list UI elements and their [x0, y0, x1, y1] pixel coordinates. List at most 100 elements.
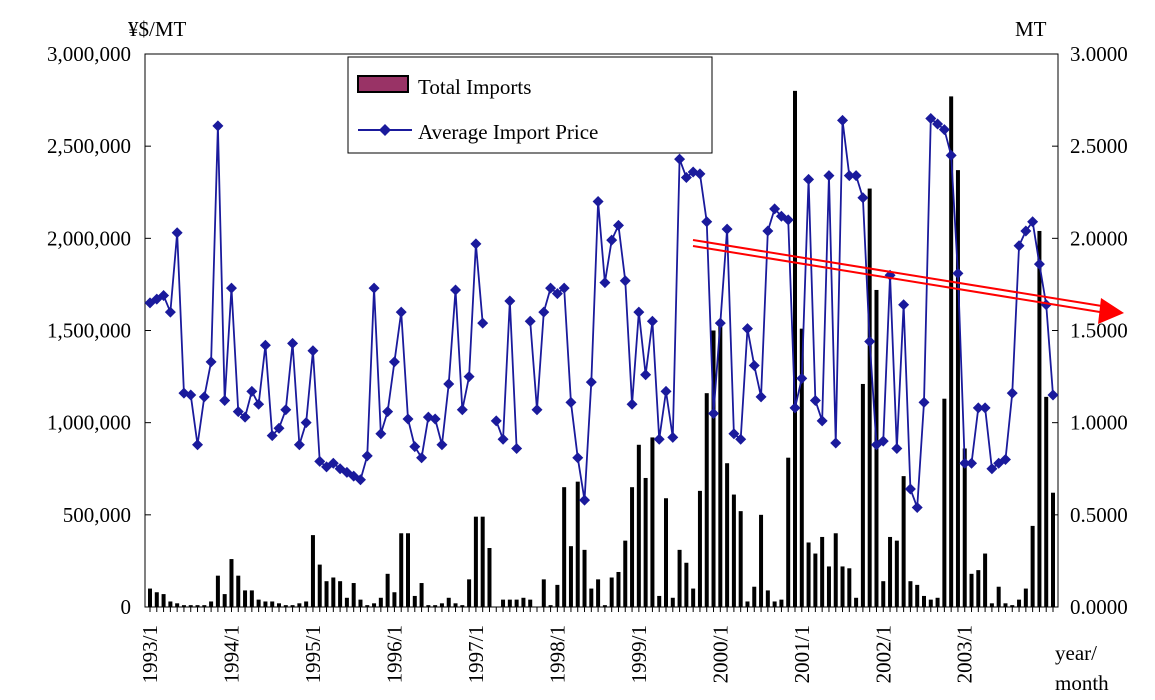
bar [786, 457, 791, 607]
bar [378, 597, 383, 607]
bar [596, 579, 601, 607]
bar [1010, 605, 1015, 607]
x-tick-label: 1995/1 [301, 625, 325, 683]
bar [881, 581, 886, 607]
price-marker [646, 315, 658, 327]
bar [575, 481, 580, 607]
price-line [149, 116, 1054, 508]
bar [847, 568, 852, 607]
x-tick-label: 1993/1 [138, 625, 162, 683]
bar [297, 603, 302, 607]
price-marker [830, 437, 842, 449]
legend-swatch [379, 124, 391, 136]
bar [609, 577, 614, 607]
y2-tick-label: 0.0000 [1070, 595, 1128, 619]
price-marker [898, 299, 910, 311]
bar [521, 597, 526, 607]
bar [283, 605, 288, 607]
bar [922, 595, 926, 607]
price-marker [253, 398, 265, 410]
x-tick-label: 2001/1 [790, 625, 814, 683]
bar [664, 498, 668, 607]
bar [317, 564, 322, 607]
bar [616, 571, 621, 607]
x-tick-label: 2002/1 [871, 625, 895, 683]
x-tick-label: 2003/1 [953, 625, 977, 683]
bar [256, 599, 261, 607]
bar [1037, 230, 1042, 607]
bar [969, 573, 974, 607]
price-marker [606, 234, 618, 246]
price-marker [680, 172, 692, 184]
bar [623, 540, 628, 607]
bar [154, 592, 159, 607]
price-marker [945, 149, 957, 161]
bar [996, 586, 1001, 607]
bar [935, 597, 940, 607]
price-marker [388, 356, 400, 368]
bar [582, 549, 587, 607]
bar [453, 603, 458, 607]
bar [650, 437, 655, 607]
price-marker [1047, 389, 1059, 401]
bar [670, 597, 675, 607]
bar [507, 599, 512, 607]
bar [725, 463, 730, 607]
price-marker [198, 391, 210, 403]
bar [399, 533, 404, 607]
bar [372, 603, 377, 607]
price-marker [551, 288, 563, 300]
price-marker [450, 284, 462, 296]
price-marker [266, 430, 278, 442]
price-marker [972, 402, 984, 414]
bar [860, 383, 865, 607]
price-marker [674, 153, 686, 165]
price-marker [436, 439, 448, 451]
bar [1051, 492, 1055, 607]
bar [888, 536, 893, 607]
bar [514, 599, 519, 607]
price-marker [728, 428, 740, 440]
y2-tick-label: 3.0000 [1070, 42, 1128, 66]
price-marker [463, 371, 475, 383]
bar [392, 592, 397, 607]
x-tick-label: 1997/1 [464, 625, 488, 683]
bar [602, 605, 607, 607]
bar [738, 511, 743, 607]
bar [229, 559, 234, 607]
price-marker [979, 402, 991, 414]
price-marker [409, 441, 421, 453]
bar [806, 542, 811, 607]
price-marker [755, 391, 767, 403]
price-marker [877, 435, 889, 447]
bar [209, 601, 214, 607]
bar [331, 577, 336, 607]
bar [840, 566, 845, 607]
price-marker [911, 501, 923, 513]
bar [813, 553, 818, 607]
bar [324, 581, 329, 607]
price-marker [782, 214, 794, 226]
y-axis-label: ¥$/MT [128, 17, 187, 41]
bar [1044, 396, 1049, 607]
price-marker [314, 455, 326, 467]
bar [697, 490, 702, 607]
price-marker [361, 450, 373, 462]
bar [704, 393, 709, 607]
price-marker [823, 170, 835, 182]
bar [589, 588, 594, 607]
price-marker [219, 395, 231, 407]
bar [562, 487, 567, 607]
bar [765, 590, 770, 607]
bar [365, 605, 370, 607]
bar [249, 590, 254, 607]
bar [555, 584, 560, 607]
price-marker [721, 223, 733, 235]
price-marker [164, 306, 176, 318]
price-marker [938, 124, 950, 136]
price-marker [158, 289, 170, 301]
bar [942, 398, 947, 607]
price-marker [952, 267, 964, 279]
